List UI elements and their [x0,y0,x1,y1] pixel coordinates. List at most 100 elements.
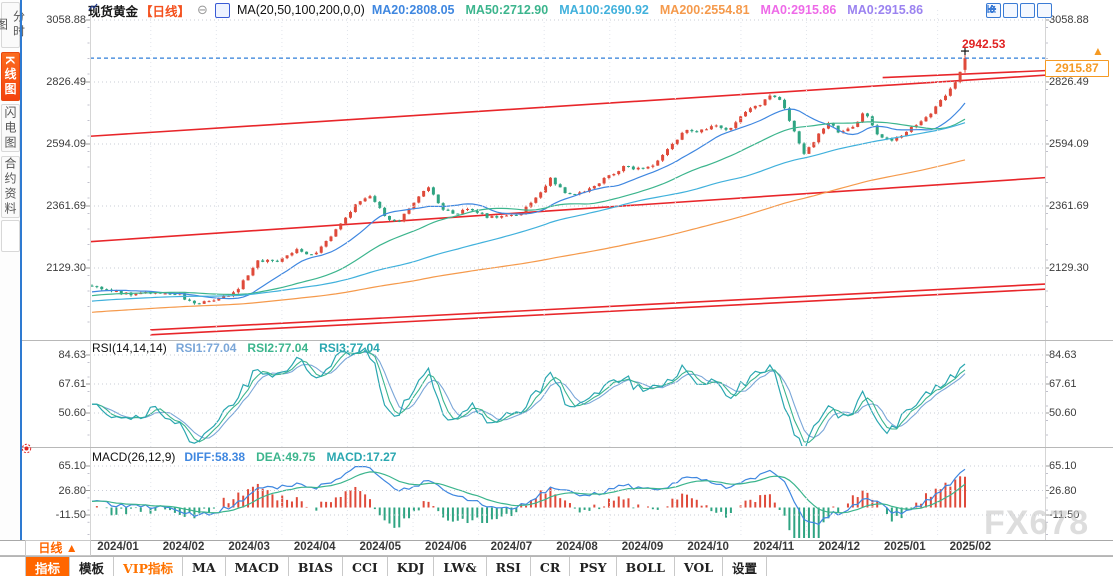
month-label: 2024/06 [425,541,467,553]
toolbar-item-BOLL[interactable]: BOLL [617,557,675,576]
date-axis-divider [0,540,1113,541]
indicator-toolbar: 指标 模板 VIP指标 MA MACD BIAS CCI KDJ LW& RSI CR PSY BOLL… [0,556,1113,576]
month-label: 2025/02 [949,541,992,553]
ma-legend-item-5: MA0:2915.86 [760,3,837,17]
macd-tick-right: -11.50 [1049,509,1080,521]
macd-legend-item-2: DEA:49.75 [256,450,316,464]
sidebar-item-2[interactable]: K线图 [1,52,20,101]
rsi-tick-left: 67.61 [58,378,86,390]
toolbar-item-KDJ[interactable]: KDJ [388,557,435,576]
rsi-legend-item-2: RSI2:77.04 [247,341,309,355]
month-label: 2024/08 [556,541,598,553]
rsi-legend: RSI1:77.04 RSI2:77.04 RSI3:77.04 [176,341,380,355]
toolbar-item-LW&[interactable]: LW& [434,557,487,576]
rsi-tick-left: 84.63 [58,349,86,361]
month-label: 2024/02 [162,541,205,553]
plot-left-border [90,10,91,540]
chart-bars-icon[interactable] [987,3,1035,18]
date-axis-row [0,540,1113,555]
price-tick-right: 2594.09 [1049,138,1089,150]
macd-tick-right: 65.10 [1049,460,1077,472]
last-price-badge: 2915.87 [1045,60,1109,77]
macd-legend-item-3: MACD:17.27 [326,450,397,464]
toolbar-item-设置[interactable]: 设置 [723,557,768,576]
ma-legend: MA20:2808.05 MA50:2712.90 MA100:2690.92 MA2… [372,3,923,17]
plot-right-border [1045,10,1046,540]
macd-tick-left: -11.50 [55,509,86,521]
chart-canvas [86,10,1049,538]
price-tick-right: 2129.30 [1049,262,1089,274]
macd-legend-item-1: DIFF:58.38 [184,450,246,464]
month-label: 2024/09 [621,541,664,553]
rsi-header: RSI(14,14,14) RSI1:77.04 RSI2:77.04 RSI3:7… [92,341,380,355]
ma-legend-item-2: MA50:2712.90 [465,3,549,17]
toolbar-item-模板[interactable]: 模板 [70,557,115,576]
chart-axes-icon[interactable] [987,3,1018,18]
price-tick-left: 2361.69 [46,200,86,212]
left-sidebar: 分时图 K线图闪电图合约资料 [0,0,26,540]
sidebar-item-1[interactable]: 分时图 [0,2,26,48]
month-label: 2024/03 [228,541,270,553]
sidebar-empty-cell [1,220,20,252]
chart-header: 现货黄金 【日线】 ⊖ MA(20,50,100,200,0,0) MA20:280… [88,2,923,19]
price-tick-left: 3058.88 [46,14,86,26]
toolbar-item-指标[interactable]: 指标 [26,557,71,576]
month-label: 2024/05 [359,541,402,553]
kline-style-icon[interactable] [88,2,230,18]
toolbar-item-VOL[interactable]: VOL [675,557,724,576]
collapse-icon[interactable]: ⊖ [197,2,208,17]
ma-legend-item-1: MA20:2808.05 [371,3,455,17]
rsi-panel-divider [22,340,1113,341]
ma-legend-item-6: MA0:2915.86 [847,3,924,17]
rsi-tick-right: 67.61 [1049,378,1077,390]
watermark: FX678 [984,504,1090,542]
chart-toolbar-icons [986,3,1052,18]
toolbar-item-CR[interactable]: CR [531,557,571,576]
toolbar-item-BIAS[interactable]: BIAS [289,557,343,576]
sidebar-item-3[interactable]: 闪电图 [1,104,20,152]
toolbar-item-RSI[interactable]: RSI [487,557,531,576]
rsi-legend-item-3: RSI3:77.04 [319,341,380,355]
price-tick-right: 3058.88 [1049,14,1089,26]
price-tick-right: 2361.69 [1049,200,1089,212]
rsi-legend-item-1: RSI1:77.04 [175,341,237,355]
sidebar-divider [20,0,22,540]
macd-formula: MACD(26,12,9) [92,450,176,464]
toolbar-item-MACD[interactable]: MACD [226,557,289,576]
rsi-tick-right: 50.60 [1049,407,1077,419]
price-tick-left: 2129.30 [46,262,86,274]
macd-tick-left: 26.80 [58,484,86,497]
rsi-formula: RSI(14,14,14) [92,341,167,355]
toolbar-corner [0,557,26,576]
ma-legend-item-4: MA200:2554.81 [659,3,750,17]
month-label: 2024/11 [753,541,795,553]
pan-right-icon[interactable] [987,3,1052,18]
toolbar-item-MA[interactable]: MA [183,557,226,576]
month-label: 2025/01 [884,541,926,553]
toolbar-divider [0,555,1113,556]
month-label: 2024/04 [293,541,336,553]
period-tag: 【日线】 [140,4,191,19]
macd-tick-right: 26.80 [1049,484,1077,497]
month-label: 2024/07 [490,541,533,553]
ma-formula: MA(20,50,100,200,0,0) [236,3,365,17]
rsi-tick-right: 84.63 [1049,349,1077,361]
period-high-label: 2942.53 [962,37,1006,51]
macd-tick-left: 65.10 [58,460,86,472]
toolbar-item-PSY[interactable]: PSY [570,557,617,576]
ma-legend-item-3: MA100:2690.92 [559,3,649,17]
macd-panel-divider [22,447,1113,448]
period-dropdown-button[interactable]: 日线 ▲ [25,540,91,556]
month-label: 2024/12 [818,541,861,553]
price-tick-right: 2826.49 [1049,76,1089,88]
rsi-tick-left: 50.60 [58,407,86,419]
symbol-name: 现货黄金 [88,4,139,19]
price-up-arrow-icon: ▲ [1092,44,1104,58]
sidebar-item-4[interactable]: 合约资料 [1,156,20,218]
price-tick-left: 2826.49 [46,76,86,88]
month-label: 2024/01 [97,541,139,553]
toolbar-item-CCI[interactable]: CCI [343,557,388,576]
toolbar-item-VIP指标[interactable]: VIP指标 [114,557,183,576]
price-tick-left: 2594.09 [46,138,86,150]
